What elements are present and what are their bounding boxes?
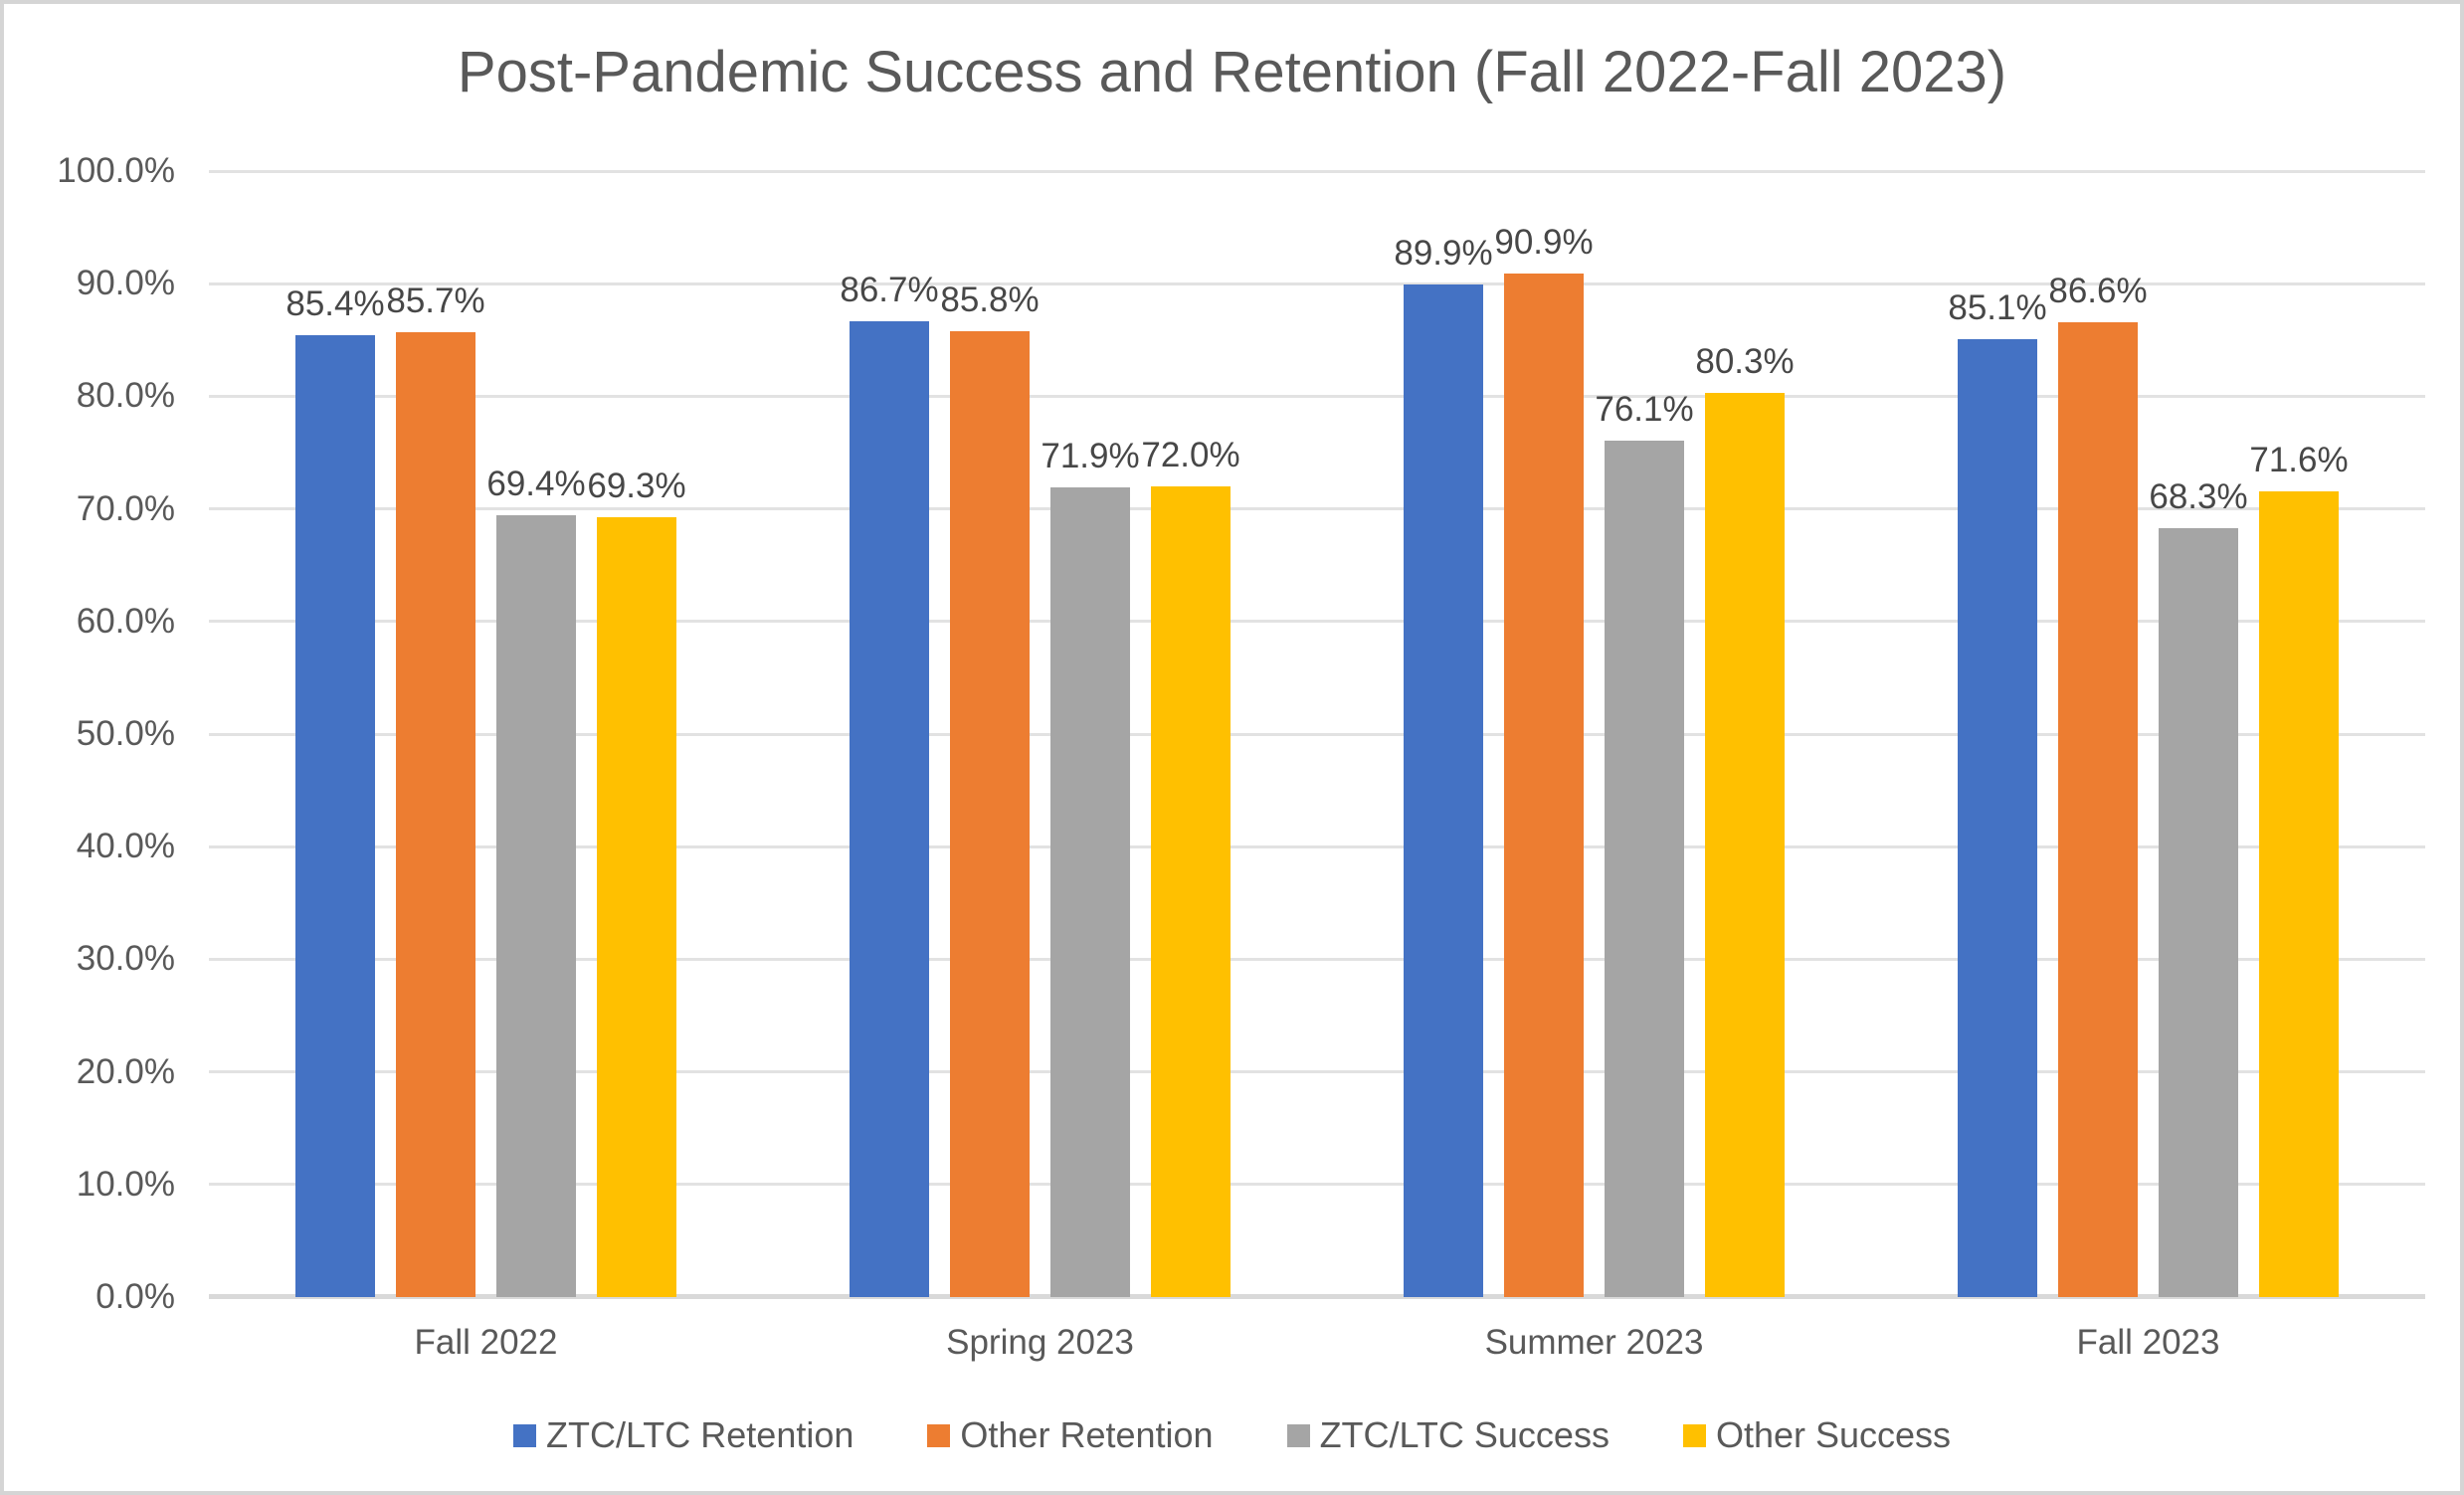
legend-label: ZTC/LTC Retention bbox=[545, 1414, 854, 1455]
bar-ztc-ltc-retention bbox=[1958, 338, 2037, 1297]
bar-other-retention bbox=[950, 330, 1030, 1297]
bar-other-success bbox=[1151, 485, 1231, 1297]
data-label: 89.9% bbox=[1394, 234, 1493, 274]
x-axis: Fall 2022 Spring 2023 Summer 2023 Fall 2023 bbox=[209, 1323, 2425, 1373]
data-label: 90.9% bbox=[1494, 223, 1594, 263]
bar-other-success bbox=[2259, 490, 2339, 1297]
data-label: 85.8% bbox=[940, 280, 1040, 319]
data-label: 85.7% bbox=[386, 280, 485, 320]
gridline bbox=[209, 1070, 2425, 1074]
data-label: 85.1% bbox=[1948, 287, 2047, 327]
gridline bbox=[209, 957, 2425, 961]
y-axis-tick-label: 0.0% bbox=[95, 1277, 175, 1316]
y-axis: 100.0% 90.0% 80.0% 70.0% 60.0% 50.0% 40.0% 30.0… bbox=[4, 151, 175, 1316]
legend-marker-icon bbox=[1286, 1423, 1310, 1447]
bar-ztc-ltc-success bbox=[496, 515, 576, 1297]
data-label: 69.3% bbox=[587, 466, 686, 505]
legend-marker-icon bbox=[512, 1423, 536, 1447]
bar-ztc-ltc-retention bbox=[295, 335, 375, 1297]
gridline bbox=[209, 732, 2425, 736]
x-axis-category-label: Fall 2023 bbox=[2076, 1323, 2220, 1362]
data-label: 86.6% bbox=[2048, 271, 2148, 310]
bar-other-retention bbox=[1504, 274, 1584, 1297]
bar-other-retention bbox=[396, 331, 475, 1297]
data-label: 71.9% bbox=[1041, 437, 1140, 476]
y-axis-tick-label: 70.0% bbox=[76, 488, 175, 528]
y-axis-tick-label: 20.0% bbox=[76, 1051, 175, 1091]
y-axis-tick-label: 40.0% bbox=[76, 827, 175, 866]
plot-area: 85.4% 86.7% 89.9% 85.1% 85.7% 85.8% 90.9% 86.6%… bbox=[209, 169, 2425, 1299]
bar-other-success bbox=[1705, 393, 1785, 1297]
x-axis-line bbox=[209, 1294, 2425, 1299]
gridline bbox=[209, 169, 2425, 173]
data-label: 85.4% bbox=[285, 284, 385, 324]
gridline bbox=[209, 620, 2425, 624]
y-axis-tick-label: 30.0% bbox=[76, 939, 175, 979]
x-axis-category-label: Fall 2022 bbox=[414, 1323, 558, 1362]
legend-item: Other Retention bbox=[927, 1414, 1214, 1456]
bar-ztc-ltc-success bbox=[2159, 527, 2238, 1297]
legend-label: ZTC/LTC Success bbox=[1319, 1414, 1610, 1455]
legend-label: Other Retention bbox=[960, 1414, 1214, 1455]
gridline bbox=[209, 507, 2425, 511]
legend-item: ZTC/LTC Success bbox=[1286, 1414, 1610, 1456]
y-axis-tick-label: 80.0% bbox=[76, 376, 175, 416]
legend: ZTC/LTC Retention Other Retention ZTC/LTC … bbox=[4, 1414, 2460, 1456]
data-label: 80.3% bbox=[1695, 342, 1795, 382]
legend-item: ZTC/LTC Retention bbox=[512, 1414, 854, 1456]
bar-ztc-ltc-retention bbox=[850, 320, 929, 1297]
legend-marker-icon bbox=[927, 1423, 951, 1447]
gridline bbox=[209, 281, 2425, 285]
x-axis-category-label: Summer 2023 bbox=[1484, 1323, 1704, 1362]
data-label: 69.4% bbox=[486, 465, 586, 504]
legend-label: Other Success bbox=[1715, 1414, 1952, 1455]
bar-other-success bbox=[597, 516, 676, 1297]
data-label: 76.1% bbox=[1595, 389, 1694, 429]
y-axis-tick-label: 60.0% bbox=[76, 601, 175, 641]
legend-item: Other Success bbox=[1682, 1414, 1952, 1456]
data-label: 71.6% bbox=[2249, 440, 2349, 479]
chart-title: Post-Pandemic Success and Retention (Fal… bbox=[457, 40, 2007, 104]
data-label: 72.0% bbox=[1141, 435, 1240, 474]
bar-ztc-ltc-success bbox=[1605, 440, 1684, 1297]
x-axis-category-label: Spring 2023 bbox=[946, 1323, 1134, 1362]
y-axis-tick-label: 10.0% bbox=[76, 1164, 175, 1204]
gridline bbox=[209, 1183, 2425, 1187]
gridline bbox=[209, 844, 2425, 848]
data-label: 68.3% bbox=[2149, 476, 2248, 516]
y-axis-tick-label: 50.0% bbox=[76, 714, 175, 753]
gridline bbox=[209, 394, 2425, 398]
bar-ztc-ltc-success bbox=[1050, 487, 1130, 1297]
bar-ztc-ltc-retention bbox=[1404, 284, 1483, 1297]
bar-other-retention bbox=[2058, 321, 2138, 1297]
y-axis-tick-label: 90.0% bbox=[76, 264, 175, 303]
data-label: 86.7% bbox=[840, 270, 939, 309]
y-axis-tick-label: 100.0% bbox=[57, 151, 175, 190]
legend-marker-icon bbox=[1682, 1423, 1706, 1447]
